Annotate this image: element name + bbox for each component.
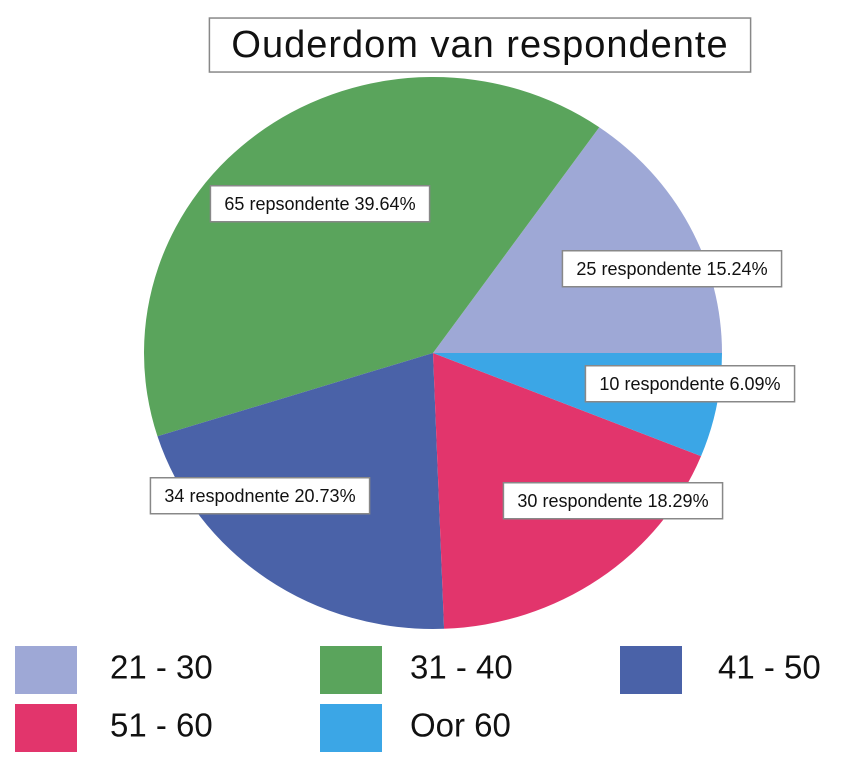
pie-slice xyxy=(143,77,600,437)
data-label: 25 respondente 15.24% xyxy=(576,259,767,279)
data-label: 65 repsondente 39.64% xyxy=(224,194,415,214)
data-label-box xyxy=(209,185,431,223)
legend-label: Oor 60 xyxy=(410,707,511,744)
legend-label: 21 - 30 xyxy=(110,649,213,686)
legend-label: 51 - 60 xyxy=(110,707,213,744)
labels: 25 respondente 15.24% 65 repsondente 39.6… xyxy=(149,185,796,520)
data-label: 30 respondente 18.29% xyxy=(517,491,708,511)
data-label: 34 respodnente 20.73% xyxy=(164,486,355,506)
legend-label: 31 - 40 xyxy=(410,649,513,686)
legend-label: 41 - 50 xyxy=(718,649,821,686)
data-label-box xyxy=(584,365,796,403)
legend-swatch xyxy=(320,646,382,694)
chart-title: Ouderdom van respondente xyxy=(231,24,728,66)
pie-slice xyxy=(433,127,722,353)
title-box xyxy=(208,17,752,73)
legend-swatch xyxy=(620,646,682,694)
legend-swatch xyxy=(15,646,77,694)
data-label: 10 respondente 6.09% xyxy=(599,374,780,394)
data-label-box xyxy=(502,482,724,520)
data-label-box xyxy=(561,250,783,288)
pie xyxy=(143,77,722,629)
data-label-box xyxy=(149,477,371,515)
legend-swatch xyxy=(15,704,77,752)
legend: 21 - 30 31 - 40 41 - 50 51 - 60 Oor 60 xyxy=(15,646,821,752)
legend-swatch xyxy=(320,704,382,752)
